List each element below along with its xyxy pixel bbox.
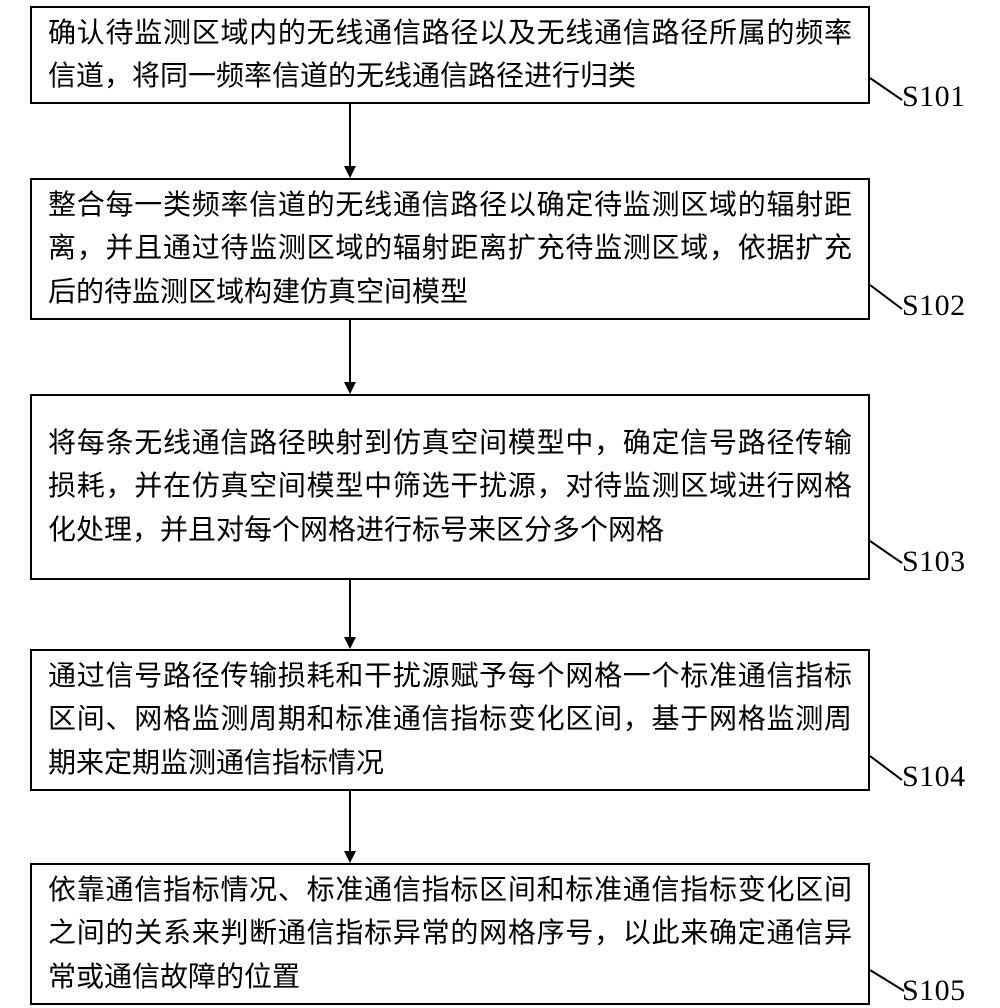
- flow-node-label: S102: [902, 289, 966, 323]
- flow-node-label: S101: [902, 80, 966, 114]
- flow-node-text: 依靠通信指标情况、标准通信指标区间和标准通信指标变化区间之间的关系来判断通信指标…: [48, 869, 852, 999]
- label-leader-line: [869, 284, 902, 310]
- arrow-down-icon: [344, 382, 356, 394]
- arrow-down-icon: [344, 637, 356, 649]
- flow-edge: [349, 791, 351, 851]
- arrow-down-icon: [344, 851, 356, 863]
- flow-node-text: 将每条无线通信路径映射到仿真空间模型中，确定信号路径传输损耗，并在仿真空间模型中…: [48, 422, 852, 552]
- flow-node: 确认待监测区域内的无线通信路径以及无线通信路径所属的频率信道，将同一频率信道的无…: [30, 6, 870, 104]
- flow-node: 将每条无线通信路径映射到仿真空间模型中，确定信号路径传输损耗，并在仿真空间模型中…: [30, 394, 870, 580]
- flow-edge: [349, 320, 351, 382]
- label-leader-line: [869, 540, 902, 564]
- flow-node-text: 整合每一类频率信道的无线通信路径以确定待监测区域的辐射距离，并且通过待监测区域的…: [48, 184, 852, 314]
- flow-node: 整合每一类频率信道的无线通信路径以确定待监测区域的辐射距离，并且通过待监测区域的…: [30, 178, 870, 320]
- flow-edge: [349, 104, 351, 166]
- flow-node-text: 通过信号路径传输损耗和干扰源赋予每个网格一个标准通信指标区间、网格监测周期和标准…: [48, 655, 852, 785]
- flow-node-text: 确认待监测区域内的无线通信路径以及无线通信路径所属的频率信道，将同一频率信道的无…: [48, 12, 852, 99]
- flow-node-label: S105: [902, 974, 966, 1008]
- flow-edge: [349, 580, 351, 637]
- flow-node: 通过信号路径传输损耗和干扰源赋予每个网格一个标准通信指标区间、网格监测周期和标准…: [30, 649, 870, 791]
- flow-node-label: S103: [902, 545, 966, 579]
- label-leader-line: [869, 755, 902, 781]
- label-leader-line: [869, 969, 904, 992]
- flow-node: 依靠通信指标情况、标准通信指标区间和标准通信指标变化区间之间的关系来判断通信指标…: [30, 863, 870, 1005]
- label-leader-line: [869, 77, 902, 101]
- arrow-down-icon: [344, 166, 356, 178]
- flowchart-canvas: 确认待监测区域内的无线通信路径以及无线通信路径所属的频率信道，将同一频率信道的无…: [0, 0, 1000, 976]
- flow-node-label: S104: [902, 760, 966, 794]
